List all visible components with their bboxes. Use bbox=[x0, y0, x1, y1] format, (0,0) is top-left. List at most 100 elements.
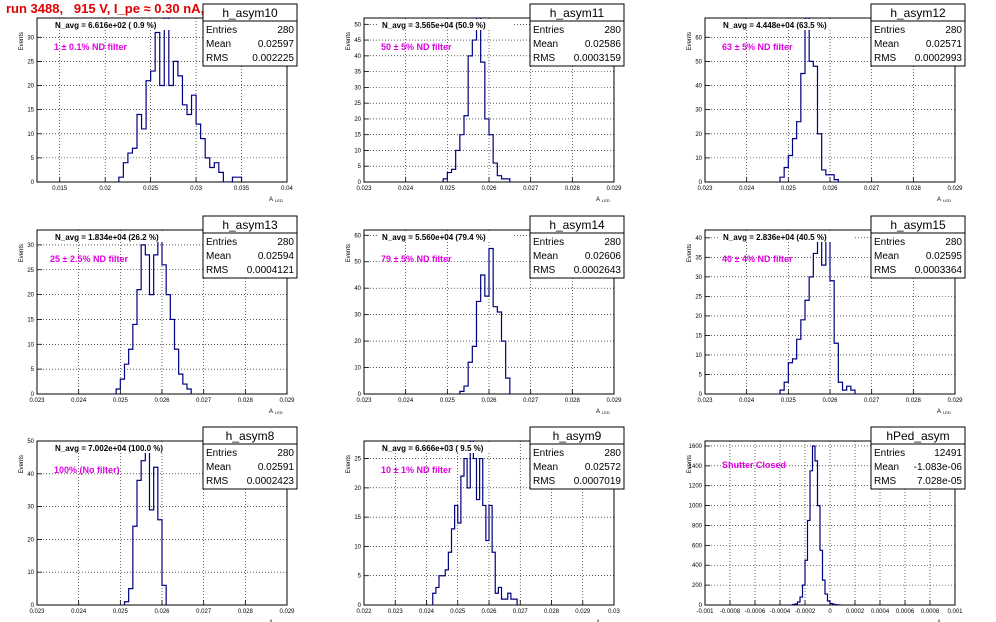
histogram-name: h_asym9 bbox=[553, 429, 602, 443]
stats-label: Mean bbox=[206, 251, 231, 262]
y-tick-label: 0 bbox=[31, 603, 35, 609]
stats-label: RMS bbox=[533, 265, 556, 276]
x-tick-label: 0.03 bbox=[608, 609, 620, 615]
x-tick-label: 0.025 bbox=[781, 398, 797, 404]
y-tick-label: 0 bbox=[358, 180, 362, 186]
stats-label: Mean bbox=[206, 39, 231, 50]
stats-box: h_asym13 Entries 280 Mean 0.02594 RMS 0.000412… bbox=[202, 215, 298, 279]
x-tick-label: 0.028 bbox=[238, 609, 254, 615]
x-axis-label: A bbox=[596, 409, 600, 415]
histogram-panel-h_asym15: 0.023 0.024 0.025 0.026 0.027 0.028 0.029 0 5 10 1… bbox=[687, 215, 966, 415]
histogram-panel-h_asym9: 0.022 0.023 0.024 0.025 0.026 0.027 0.028 0.029… bbox=[346, 426, 625, 622]
histogram-bins bbox=[442, 18, 511, 182]
x-tick-label: 0.029 bbox=[279, 609, 295, 615]
y-tick-label: 5 bbox=[699, 372, 703, 378]
stats-value: 280 bbox=[945, 25, 962, 36]
x-tick-label: 0.0004 bbox=[871, 609, 890, 615]
x-tick-label: -0.001 bbox=[696, 609, 714, 615]
y-axis-label: Events bbox=[346, 32, 352, 50]
histogram-name: h_asym11 bbox=[550, 6, 605, 20]
x-tick-label: 0.029 bbox=[575, 609, 591, 615]
y-axis-label: Events bbox=[19, 455, 25, 473]
histogram-bins bbox=[123, 446, 167, 605]
histogram-bins bbox=[791, 445, 841, 605]
x-tick-label: 0.029 bbox=[606, 186, 622, 192]
histogram-outline bbox=[118, 18, 243, 182]
x-tick-label: 0.027 bbox=[513, 609, 529, 615]
stats-label: RMS bbox=[206, 53, 229, 64]
filter-label: 40 ± 4% ND filter bbox=[722, 254, 793, 264]
navg-label: N_avg = 3.565e+04 (50.9 %) bbox=[382, 21, 486, 30]
histogram-outline bbox=[115, 239, 192, 394]
histogram-panel-h_asym11: 0.023 0.024 0.025 0.026 0.027 0.028 0.029 0 5 10 1… bbox=[346, 3, 625, 203]
x-tick-label: 0.027 bbox=[523, 186, 539, 192]
stats-label: Mean bbox=[533, 462, 558, 473]
x-tick-label: 0.024 bbox=[71, 398, 87, 404]
y-axis-label: Events bbox=[19, 32, 25, 50]
y-tick-label: 15 bbox=[354, 133, 361, 139]
filter-label: 100% (No filter) bbox=[54, 465, 120, 475]
y-tick-label: 50 bbox=[354, 260, 361, 266]
x-tick-label: -0.0004 bbox=[770, 609, 791, 615]
y-tick-label: 25 bbox=[27, 59, 34, 65]
stats-value: 0.0002993 bbox=[915, 53, 963, 64]
x-tick-label: -0.0006 bbox=[745, 609, 766, 615]
stats-value: 0.02594 bbox=[258, 251, 295, 262]
histogram-panel-h_asym13: 0.023 0.024 0.025 0.026 0.027 0.028 0.029 0 5 10 1… bbox=[19, 215, 298, 415]
histogram-outline bbox=[779, 18, 839, 182]
navg-label: N_avg = 6.666e+03 ( 9.5 %) bbox=[382, 444, 484, 453]
x-tick-label: 0.024 bbox=[739, 186, 755, 192]
x-axis-label: A bbox=[269, 409, 273, 415]
y-axis-label: Events bbox=[346, 455, 352, 473]
y-tick-label: 20 bbox=[695, 132, 702, 138]
x-axis-label-sub: LED bbox=[943, 410, 951, 415]
stats-value: 280 bbox=[277, 448, 294, 459]
stats-label: Entries bbox=[874, 448, 905, 459]
y-tick-label: 15 bbox=[27, 108, 34, 114]
x-tick-label: 0.0006 bbox=[896, 609, 915, 615]
histogram-name: h_asym13 bbox=[222, 218, 278, 232]
x-tick-label: 0.025 bbox=[440, 398, 456, 404]
stats-label: Entries bbox=[533, 237, 564, 248]
y-tick-label: 20 bbox=[27, 84, 34, 90]
x-tick-label: 0.023 bbox=[697, 398, 713, 404]
y-tick-label: 5 bbox=[358, 164, 362, 170]
x-tick-label: 0.028 bbox=[544, 609, 560, 615]
histogram-bins bbox=[432, 441, 518, 605]
stats-value: 280 bbox=[604, 237, 621, 248]
histogram-name: h_asym15 bbox=[890, 218, 946, 232]
stats-value: 0.02572 bbox=[585, 462, 622, 473]
stats-box-frame bbox=[202, 426, 298, 490]
y-tick-label: 800 bbox=[692, 523, 703, 529]
x-axis-label-sub: LED bbox=[943, 198, 951, 203]
y-tick-label: 45 bbox=[354, 38, 361, 44]
x-axis-label: A bbox=[937, 197, 941, 203]
histogram-panel-hPed_asym: -0.001 -0.0008 -0.0006 -0.0004 -0.0002 0 0.000… bbox=[687, 426, 966, 622]
stats-label: Entries bbox=[874, 25, 905, 36]
stats-box: h_asym11 Entries 280 Mean 0.02586 RMS 0.000315… bbox=[529, 3, 625, 67]
stats-value: 0.0003364 bbox=[915, 265, 963, 276]
x-tick-label: 0.026 bbox=[822, 186, 838, 192]
x-axis-label-sub: LED bbox=[275, 410, 283, 415]
x-tick-label: 0.025 bbox=[143, 186, 159, 192]
histogram-panel-h_asym8: 0.023 0.024 0.025 0.026 0.027 0.028 0.029 0 10 20… bbox=[19, 426, 298, 622]
y-tick-label: 5 bbox=[358, 574, 362, 580]
x-tick-label: 0.027 bbox=[196, 609, 212, 615]
x-tick-label: 0.024 bbox=[71, 609, 87, 615]
stats-box-frame bbox=[529, 426, 625, 490]
x-axis-label-sub: LED bbox=[275, 198, 283, 203]
x-axis-label: A bbox=[937, 409, 941, 415]
stats-box: h_asym15 Entries 280 Mean 0.02595 RMS 0.000336… bbox=[870, 215, 966, 279]
stats-value: 0.02606 bbox=[585, 251, 622, 262]
stats-label: RMS bbox=[206, 265, 229, 276]
y-tick-label: 15 bbox=[695, 333, 702, 339]
stats-label: Mean bbox=[533, 39, 558, 50]
y-tick-label: 50 bbox=[695, 59, 702, 65]
y-tick-label: 20 bbox=[354, 117, 361, 123]
x-tick-label: 0 bbox=[828, 609, 832, 615]
y-tick-label: 0 bbox=[31, 180, 35, 186]
x-axis-label-sub: LED bbox=[602, 410, 610, 415]
x-tick-label: 0.024 bbox=[739, 398, 755, 404]
navg-background bbox=[378, 19, 514, 30]
y-tick-label: 30 bbox=[354, 313, 361, 319]
